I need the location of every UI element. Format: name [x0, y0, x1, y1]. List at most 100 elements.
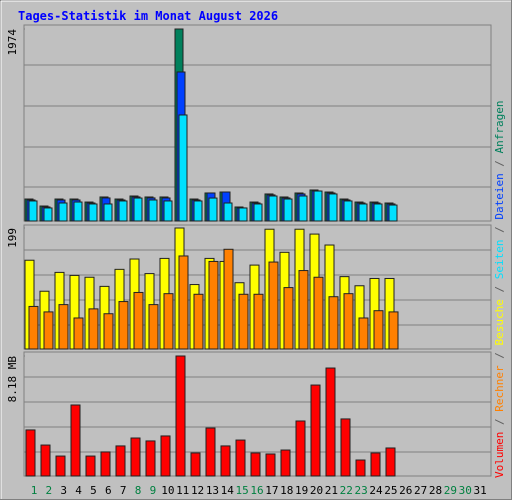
- x-tick-label: 9: [150, 484, 157, 497]
- bar: [208, 197, 218, 222]
- bar: [265, 453, 276, 477]
- bar: [223, 248, 234, 350]
- bar: [223, 202, 233, 222]
- bar: [358, 203, 368, 222]
- x-tick-label: 4: [75, 484, 82, 497]
- bar: [343, 200, 353, 222]
- x-tick-label: 21: [325, 484, 338, 497]
- legend-separator: /: [493, 279, 506, 299]
- bar: [310, 384, 321, 477]
- bar: [328, 193, 338, 222]
- bar: [58, 304, 69, 350]
- bar: [313, 276, 324, 350]
- bar: [298, 270, 309, 350]
- legend: Volumen / Rechner / Besuche / Seiten / D…: [493, 100, 506, 478]
- bar: [268, 261, 279, 350]
- bar: [388, 311, 399, 350]
- legend-entry: Seiten: [493, 240, 506, 280]
- plot-area: [23, 24, 492, 222]
- bar: [250, 452, 261, 477]
- bar: [340, 418, 351, 477]
- x-tick-label: 17: [265, 484, 278, 497]
- bar: [373, 310, 384, 350]
- x-tick-label: 16: [250, 484, 263, 497]
- bar: [178, 114, 188, 222]
- bar: [88, 308, 99, 350]
- bar: [85, 455, 96, 477]
- bar: [178, 255, 189, 350]
- bar: [280, 449, 291, 477]
- x-tick-label: 6: [105, 484, 112, 497]
- bar: [190, 452, 201, 477]
- x-tick-label: 28: [429, 484, 442, 497]
- bar: [40, 444, 51, 477]
- legend-separator: /: [493, 412, 506, 432]
- bar: [193, 200, 203, 222]
- bar: [118, 301, 129, 350]
- legend-entry: Volumen: [493, 432, 506, 478]
- bar: [208, 260, 219, 350]
- bar: [220, 445, 231, 477]
- bar: [283, 287, 294, 350]
- x-tick-label: 31: [473, 484, 486, 497]
- bar: [58, 202, 68, 222]
- bar: [28, 305, 39, 350]
- bar: [43, 311, 54, 350]
- x-tick-label: 23: [355, 484, 368, 497]
- y-tick-label: 199: [6, 228, 19, 248]
- x-tick-label: 7: [120, 484, 127, 497]
- bar: [343, 293, 354, 350]
- x-tick-label: 10: [161, 484, 174, 497]
- x-tick-label: 20: [310, 484, 323, 497]
- bar: [253, 203, 263, 222]
- bar: [385, 447, 396, 477]
- x-tick-label: 13: [206, 484, 219, 497]
- bar: [205, 427, 216, 477]
- bar: [268, 195, 278, 222]
- bar: [160, 435, 171, 477]
- bar: [145, 440, 156, 477]
- bar: [235, 439, 246, 477]
- y-tick-label: 1974: [6, 29, 19, 56]
- x-tick-label: 22: [340, 484, 353, 497]
- bar: [373, 203, 383, 222]
- bar: [118, 200, 128, 222]
- bar: [100, 451, 111, 477]
- bar: [175, 355, 186, 477]
- bar: [238, 293, 249, 350]
- bar: [133, 197, 143, 222]
- bar: [370, 452, 381, 477]
- x-tick-label: 5: [90, 484, 97, 497]
- legend-entry: Rechner: [493, 365, 506, 412]
- bar: [133, 291, 144, 350]
- x-tick-label: 11: [176, 484, 189, 497]
- x-tick-label: 26: [399, 484, 412, 497]
- bar: [55, 455, 66, 477]
- bar: [298, 195, 308, 222]
- bar: [115, 445, 126, 477]
- x-tick-label: 8: [135, 484, 142, 497]
- bar: [238, 207, 248, 222]
- bar: [193, 293, 204, 350]
- bar: [355, 459, 366, 477]
- bar: [283, 198, 293, 222]
- x-tick-label: 27: [414, 484, 427, 497]
- bar: [358, 317, 369, 350]
- legend-separator: /: [493, 153, 506, 173]
- bar: [253, 293, 264, 350]
- legend-separator: /: [493, 346, 506, 366]
- x-tick-label: 14: [221, 484, 235, 497]
- x-tick-label: 12: [191, 484, 204, 497]
- bar: [28, 200, 38, 222]
- bar: [313, 190, 323, 222]
- bar: [25, 429, 36, 477]
- bar: [73, 317, 84, 350]
- bar: [148, 304, 159, 350]
- bar: [70, 404, 81, 477]
- chart-title: Tages-Statistik im Monat August 2026: [18, 9, 278, 23]
- bar: [130, 437, 141, 477]
- x-tick-label: 2: [46, 484, 53, 497]
- x-tick-label: 1: [31, 484, 38, 497]
- x-tick-label: 29: [444, 484, 457, 497]
